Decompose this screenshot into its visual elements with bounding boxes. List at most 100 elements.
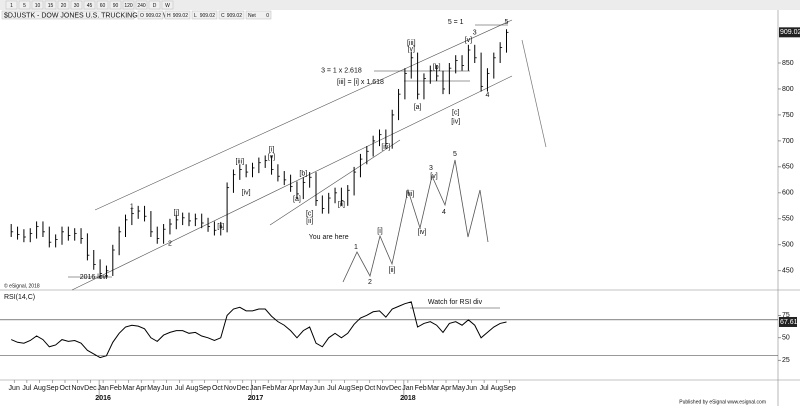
x-tick-label: Jul [175,385,184,392]
annotation: [b] [299,170,307,177]
x-tick-label: Jun [161,385,172,392]
quote-box [218,10,245,20]
sketch-label: 2 [368,279,372,286]
annotation: 3 = 1 x 2.618 [321,68,362,75]
toolbar-button-bg [70,0,83,10]
annotation: 1 [130,204,134,211]
annotation: You are here [309,234,349,241]
annotation: [a] [293,196,301,203]
quote-label: C [221,13,225,19]
toolbar-button[interactable]: 60 [100,3,106,9]
quote-label: H [167,13,171,19]
last-value-box [779,27,800,38]
toolbar-button[interactable]: 240 [137,3,146,9]
last-value: 67.61 [780,319,798,326]
rsi-title: RSI(14,C) [4,294,35,301]
x-tick-label: Oct [60,385,71,392]
x-tick-label: Jan [97,385,108,392]
x-tick-label: Oct [212,385,223,392]
x-tick-label: Aug [33,385,46,392]
toolbar-button[interactable]: W [165,3,170,9]
footer-site: www.esignal.com [727,399,766,405]
toolbar-button[interactable]: 10 [35,3,41,9]
toolbar-button[interactable]: 45 [87,3,93,9]
quote-label: O [140,13,144,19]
quote-box [191,10,218,20]
quote-box [245,10,272,20]
y-tick-label: 800 [782,86,794,93]
quote-box [164,10,191,20]
annotation: [i] [174,209,180,216]
toolbar-button[interactable]: D [153,3,157,9]
annotation: [ii] [306,218,313,225]
last-value-box [779,316,797,327]
x-tick-label: Aug [491,385,504,392]
annotation: [iv] [381,144,390,151]
toolbar-button[interactable]: 15 [48,3,54,9]
toolbar-button[interactable]: 5 [23,3,26,9]
x-tick-label: Dec [389,385,402,392]
x-tick-label: Apr [288,385,300,392]
y-tick-label: 75 [782,312,790,319]
toolbar-button[interactable]: 1 [10,3,13,9]
sketch-label: [iv] [418,229,427,236]
rsi-annotation: Watch for RSI div [428,299,483,306]
x-tick-label: Sep [351,385,364,392]
annotation: 3 [473,30,477,37]
toolbar-button[interactable]: 90 [113,3,119,9]
symbol: $DJUSTK - DOW JONES U.S. TRUCKING INDEX,… [4,12,170,19]
toolbar-button[interactable]: 120 [124,3,133,9]
annotation: [c] [452,110,459,117]
year-label: 2016 [95,395,111,402]
x-tick-label: Jun [466,385,477,392]
x-tick-label: Apr [441,385,453,392]
annotation: 2016 low [80,274,109,281]
symbol-box [1,10,135,20]
quote-value: 909.02 [200,13,216,19]
x-tick-label: Oct [364,385,375,392]
quote-box [137,10,164,20]
x-tick-label: Dec [84,385,97,392]
copyright: © eSignal, 2018 [4,282,40,289]
x-tick-label: Nov [224,385,237,392]
x-tick-label: Jan [250,385,261,392]
x-tick-label: Aug [186,385,199,392]
y-tick-label: 50 [782,335,790,342]
x-tick-label: Mar [427,385,440,392]
x-tick-label: Nov [376,385,389,392]
annotation: [a] [414,104,422,111]
annotation: 2 [168,241,172,248]
x-tick-label: May [147,385,161,392]
annotation: [v] [268,154,275,161]
annotation: [iv] [451,119,460,126]
channel-line [269,139,401,226]
quote-value: 0 [266,13,269,19]
year-label: 2018 [400,395,416,402]
projection-line [521,39,547,148]
toolbar-button[interactable]: 30 [74,3,80,9]
annotation: [i] [269,147,275,154]
rsi-line [11,301,507,359]
annotation: [iii] = [i] x 1.618 [337,79,384,86]
sketch-label: 3 [429,165,433,172]
annotation: [v] [408,46,415,53]
y-tick-label: 600 [782,190,794,197]
y-tick-label: 700 [782,138,794,145]
y-tick-label: 25 [782,357,790,364]
y-tick-label: 500 [782,242,794,249]
toolbar-button[interactable]: 20 [61,3,67,9]
annotation: [c] [306,210,313,217]
sketch-label: 1 [354,244,358,251]
sketch-label: 5 [453,151,457,158]
x-tick-label: Jul [480,385,489,392]
x-tick-label: Jul [327,385,336,392]
toolbar-button-bg [83,0,96,10]
x-tick-label: Feb [110,385,122,392]
x-tick-label: Feb [262,385,274,392]
x-tick-label: Sep [46,385,59,392]
quote-value: 909.02 [146,13,162,19]
annotation: [iii] [407,40,416,47]
footer-published: Published by eSignal [679,399,726,405]
annotation: [ii] [217,223,224,230]
x-tick-label: Feb [415,385,427,392]
